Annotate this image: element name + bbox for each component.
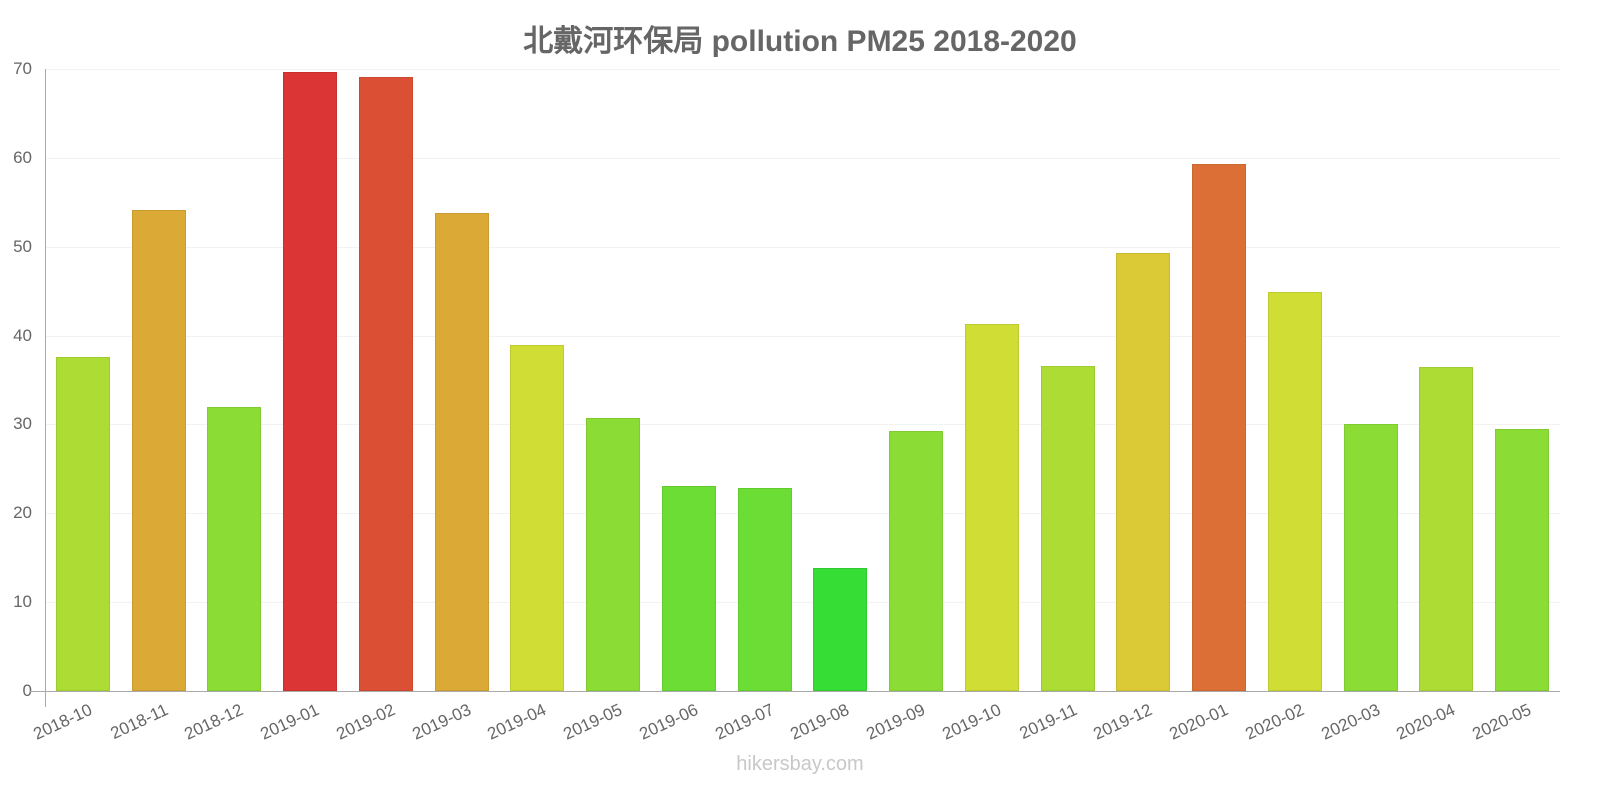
- bar-2019-03[interactable]: [434, 212, 489, 691]
- y-tick-label: 60: [13, 147, 32, 167]
- x-tick-label: 2019-05: [560, 700, 626, 744]
- x-tick-label: 2019-03: [409, 700, 474, 744]
- gridline: [45, 513, 1560, 515]
- x-tick-label: 2018-11: [107, 700, 171, 744]
- watermark: hikersbay.com: [736, 753, 864, 775]
- x-tick-label: 2019-10: [939, 700, 1004, 744]
- x-tick-label: 2019-08: [787, 700, 853, 744]
- bar-2019-11[interactable]: [1040, 365, 1095, 691]
- plot-area: [45, 69, 1560, 692]
- bar-2019-07[interactable]: [737, 488, 792, 691]
- bar-2020-01[interactable]: [1192, 164, 1247, 691]
- gridline: [45, 602, 1560, 604]
- gridline: [45, 157, 1560, 159]
- bar-2020-04[interactable]: [1419, 366, 1474, 691]
- bar-2019-05[interactable]: [586, 418, 641, 691]
- y-tick-label: 70: [13, 59, 32, 78]
- x-tick-label: 2020-03: [1318, 700, 1383, 744]
- y-tick-label: 30: [13, 414, 32, 434]
- bar-2019-10[interactable]: [964, 324, 1019, 691]
- x-tick-label: 2019-12: [1090, 700, 1156, 744]
- bar-2018-10[interactable]: [55, 356, 110, 691]
- x-tick-label: 2020-05: [1469, 700, 1535, 744]
- gridline: [45, 246, 1560, 248]
- y-tick-label: 10: [13, 592, 32, 612]
- y-tick-label: 0: [22, 681, 32, 700]
- x-tick-label: 2018-12: [181, 700, 247, 744]
- gridline: [45, 335, 1560, 337]
- y-tick-label: 20: [13, 503, 32, 523]
- bar-2020-05[interactable]: [1495, 428, 1550, 691]
- bar-2019-12[interactable]: [1116, 252, 1171, 691]
- x-tick-label: 2019-04: [484, 700, 550, 744]
- x-tick-label: 2019-09: [863, 700, 929, 744]
- bar-2020-02[interactable]: [1267, 292, 1322, 691]
- bar-2019-01[interactable]: [283, 71, 338, 691]
- bar-2020-03[interactable]: [1343, 424, 1398, 691]
- x-tick-label: 2018-10: [30, 700, 95, 744]
- x-axis-line: [30, 691, 1560, 692]
- x-tick-label: 2019-01: [257, 700, 323, 744]
- bar-2018-12[interactable]: [207, 406, 262, 691]
- y-axis-line: [45, 69, 46, 707]
- y-tick-label: 50: [13, 236, 32, 256]
- bar-2019-08[interactable]: [813, 568, 868, 691]
- x-tick-label: 2019-07: [712, 700, 777, 744]
- x-tick-label: 2020-02: [1242, 700, 1307, 744]
- chart-title: 北戴河环保局 pollution PM25 2018-2020: [523, 25, 1077, 58]
- x-tick-label: 2020-04: [1393, 700, 1459, 744]
- bar-2019-02[interactable]: [358, 77, 413, 691]
- x-tick-label: 2019-06: [636, 700, 701, 744]
- x-tick-label: 2019-11: [1016, 700, 1080, 744]
- y-tick-label: 40: [13, 325, 32, 345]
- gridline: [45, 69, 1560, 70]
- gridline: [45, 424, 1560, 426]
- bar-2019-04[interactable]: [510, 345, 565, 691]
- bar-2019-06[interactable]: [661, 485, 716, 691]
- bar-2019-09[interactable]: [889, 430, 944, 691]
- x-tick-label: 2020-01: [1166, 700, 1232, 744]
- bar-2018-11[interactable]: [131, 210, 186, 691]
- x-tick-label: 2019-02: [333, 700, 398, 744]
